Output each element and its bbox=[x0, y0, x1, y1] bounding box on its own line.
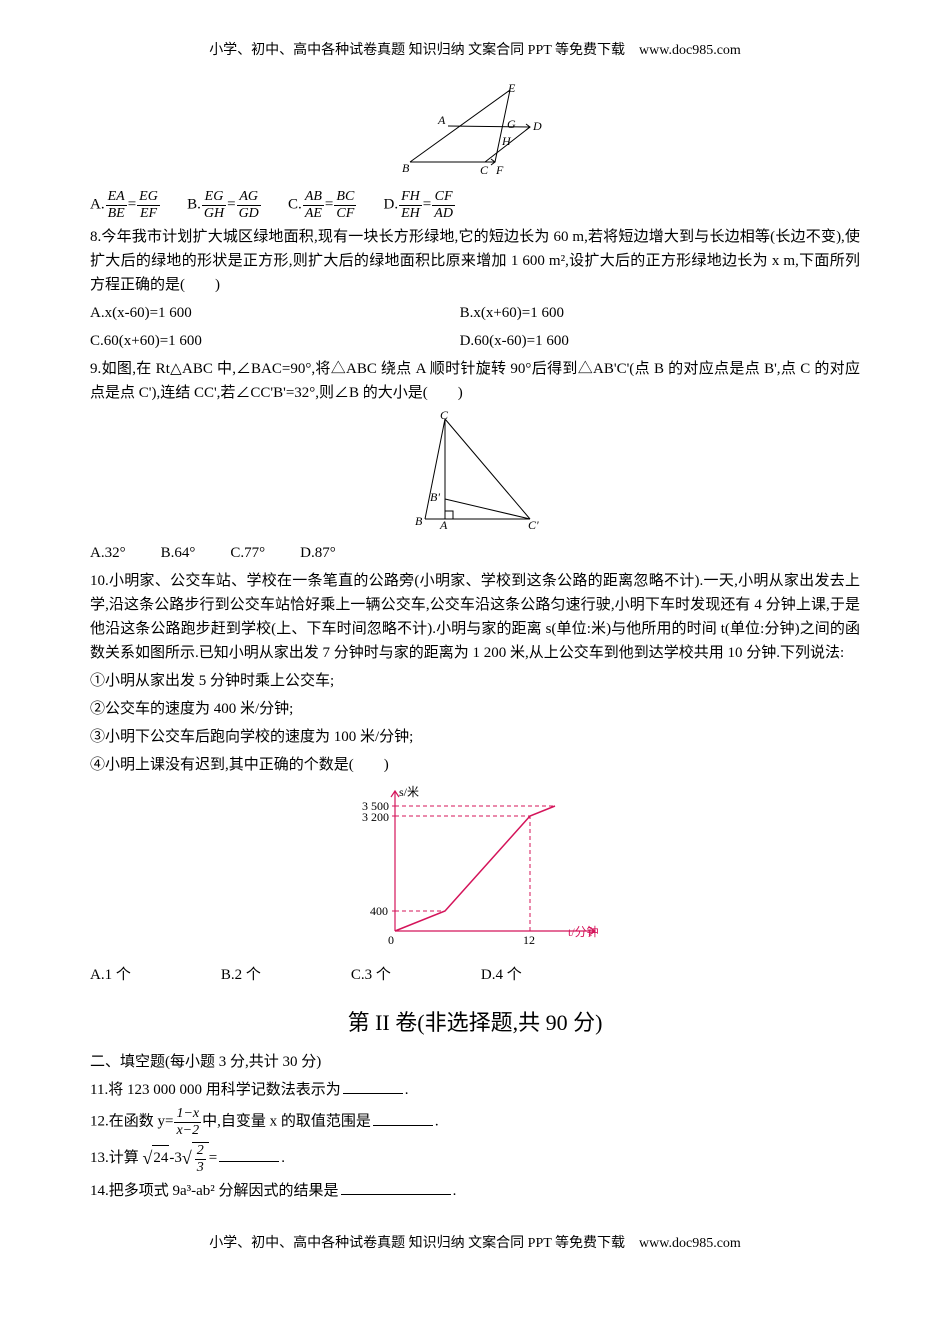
q10-item2: ②公交车的速度为 400 米/分钟; bbox=[90, 697, 860, 721]
svg-text:E: E bbox=[507, 82, 516, 95]
q10-chart: 3 500 3 200 400 0 12 s/米 t/分钟 bbox=[90, 781, 860, 959]
q9-text: 9.如图,在 Rt△ABC 中,∠BAC=90°,将△ABC 绕点 A 顺时针旋… bbox=[90, 357, 860, 405]
q9-options: A.32° B.64° C.77° D.87° bbox=[90, 541, 860, 565]
svg-text:3 200: 3 200 bbox=[362, 810, 389, 824]
svg-text:C': C' bbox=[528, 518, 539, 529]
q10-text: 10.小明家、公交车站、学校在一条笔直的公路旁(小明家、学校到这条公路的距离忽略… bbox=[90, 569, 860, 665]
q12: 12.在函数 y=1−xx−2中,自变量 x 的取值范围是. bbox=[90, 1106, 860, 1138]
q8-options-2: C.60(x+60)=1 600 D.60(x-60)=1 600 bbox=[90, 329, 860, 353]
page-header: 小学、初中、高中各种试卷真题 知识归纳 文案合同 PPT 等免费下载 www.d… bbox=[90, 40, 860, 62]
svg-text:B: B bbox=[415, 514, 423, 528]
svg-text:H: H bbox=[501, 134, 512, 148]
svg-text:F: F bbox=[495, 163, 504, 177]
svg-text:t/分钟: t/分钟 bbox=[568, 924, 599, 939]
svg-text:12: 12 bbox=[523, 933, 535, 947]
q7-options: A.EABE=EGEF B.EGGH=AGGD C.ABAE=BCCF D.FH… bbox=[90, 189, 860, 221]
svg-text:G: G bbox=[507, 117, 516, 131]
svg-text:A: A bbox=[439, 518, 448, 529]
q8-text: 8.今年我市计划扩大城区绿地面积,现有一块长方形绿地,它的短边长为 60 m,若… bbox=[90, 225, 860, 297]
svg-text:B: B bbox=[402, 161, 410, 175]
svg-text:C: C bbox=[440, 409, 449, 422]
svg-text:0: 0 bbox=[388, 933, 394, 947]
svg-text:s/米: s/米 bbox=[399, 785, 419, 799]
svg-text:400: 400 bbox=[370, 904, 388, 918]
q10-item3: ③小明下公交车后跑向学校的速度为 100 米/分钟; bbox=[90, 725, 860, 749]
q13: 13.计算 √24-3√23=. bbox=[90, 1142, 860, 1175]
q10-item1: ①小明从家出发 5 分钟时乘上公交车; bbox=[90, 669, 860, 693]
svg-text:C: C bbox=[480, 163, 489, 177]
q11: 11.将 123 000 000 用科学记数法表示为. bbox=[90, 1078, 860, 1102]
q8-options: A.x(x-60)=1 600 B.x(x+60)=1 600 bbox=[90, 301, 860, 325]
q9-figure: C B B' A C' bbox=[90, 409, 860, 537]
svg-text:D: D bbox=[532, 119, 542, 133]
svg-text:A: A bbox=[437, 113, 446, 127]
q10-item4: ④小明上课没有迟到,其中正确的个数是( ) bbox=[90, 753, 860, 777]
page-footer: 小学、初中、高中各种试卷真题 知识归纳 文案合同 PPT 等免费下载 www.d… bbox=[90, 1233, 860, 1255]
svg-text:B': B' bbox=[430, 490, 440, 504]
section2-title: 第 II 卷(非选择题,共 90 分) bbox=[90, 1005, 860, 1040]
fill-heading: 二、填空题(每小题 3 分,共计 30 分) bbox=[90, 1050, 860, 1074]
q7-figure: E A D G H B C F bbox=[90, 82, 860, 185]
q10-options: A.1 个 B.2 个 C.3 个 D.4 个 bbox=[90, 963, 860, 987]
q14: 14.把多项式 9a³-ab² 分解因式的结果是. bbox=[90, 1179, 860, 1203]
